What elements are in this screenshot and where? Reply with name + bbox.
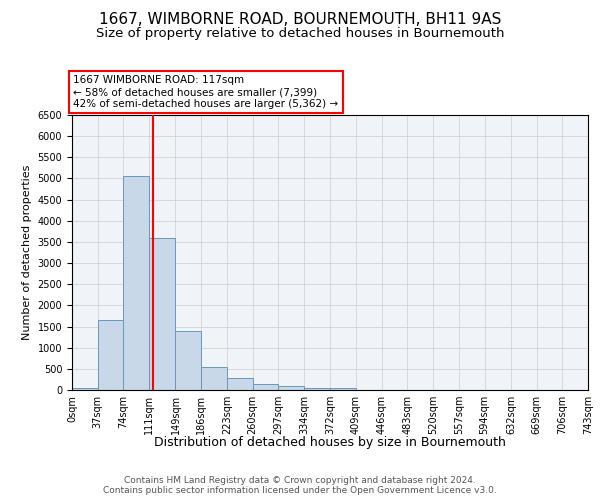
Bar bbox=[124, 176, 149, 390]
Text: 1667 WIMBORNE ROAD: 117sqm
← 58% of detached houses are smaller (7,399)
42% of s: 1667 WIMBORNE ROAD: 117sqm ← 58% of deta… bbox=[73, 76, 338, 108]
Bar bbox=[149, 238, 175, 390]
Bar bbox=[278, 386, 304, 390]
Bar bbox=[98, 320, 124, 390]
Bar bbox=[227, 378, 253, 390]
Y-axis label: Number of detached properties: Number of detached properties bbox=[22, 165, 32, 340]
Bar bbox=[304, 388, 331, 390]
Text: Size of property relative to detached houses in Bournemouth: Size of property relative to detached ho… bbox=[96, 28, 504, 40]
Text: Contains HM Land Registry data © Crown copyright and database right 2024.
Contai: Contains HM Land Registry data © Crown c… bbox=[103, 476, 497, 495]
Bar bbox=[331, 388, 356, 390]
Bar bbox=[72, 388, 98, 390]
Bar bbox=[201, 366, 227, 390]
Text: Distribution of detached houses by size in Bournemouth: Distribution of detached houses by size … bbox=[154, 436, 506, 449]
Text: 1667, WIMBORNE ROAD, BOURNEMOUTH, BH11 9AS: 1667, WIMBORNE ROAD, BOURNEMOUTH, BH11 9… bbox=[99, 12, 501, 28]
Bar bbox=[175, 331, 201, 390]
Bar bbox=[253, 384, 278, 390]
